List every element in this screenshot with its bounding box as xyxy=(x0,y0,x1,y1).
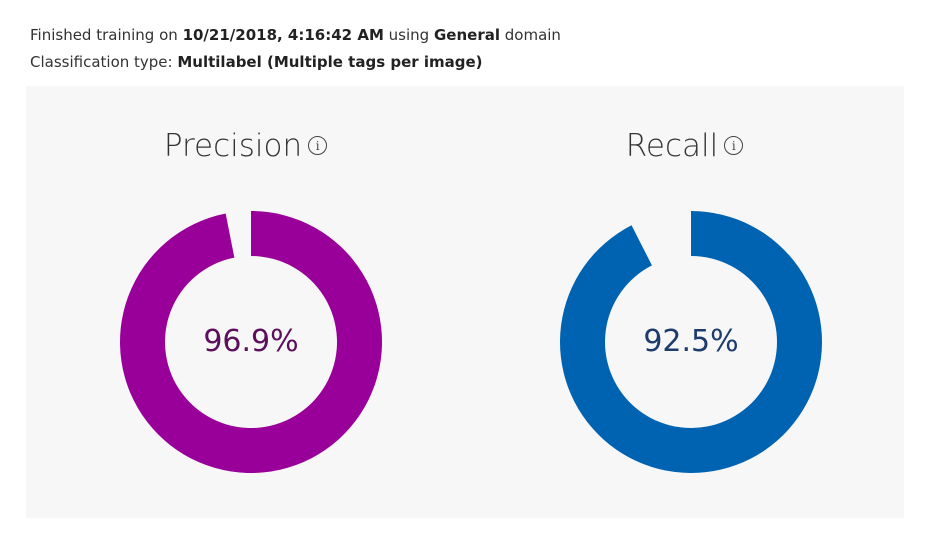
recall-donut xyxy=(560,211,822,473)
classification-value: Multilabel (Multiple tags per image) xyxy=(177,53,483,71)
precision-card: Precision i 96.9% xyxy=(26,86,465,518)
recall-title: Recall i xyxy=(465,126,904,166)
precision-donut xyxy=(120,211,382,473)
precision-value: 96.9% xyxy=(203,324,299,359)
training-suffix: domain xyxy=(504,26,561,44)
classification-label: Classification type: xyxy=(30,53,173,71)
precision-title: Precision i xyxy=(26,126,465,166)
recall-info-icon[interactable]: i xyxy=(724,136,744,155)
training-using: using xyxy=(388,26,430,44)
metrics-panel: Precision i 96.9% Recall i 92.5% xyxy=(26,86,904,518)
training-prefix: Finished training on xyxy=(30,26,178,44)
training-info-line: Finished training on 10/21/2018, 4:16:42… xyxy=(30,25,561,45)
training-domain: General xyxy=(433,26,500,44)
recall-value: 92.5% xyxy=(643,324,739,359)
precision-info-icon[interactable]: i xyxy=(308,136,328,155)
recall-card: Recall i 92.5% xyxy=(465,86,904,518)
training-datetime: 10/21/2018, 4:16:42 AM xyxy=(182,26,384,44)
recall-title-text: Recall xyxy=(625,128,719,164)
precision-title-text: Precision xyxy=(163,128,303,164)
precision-ring-arc xyxy=(120,211,382,473)
classification-info-line: Classification type: Multilabel (Multipl… xyxy=(30,52,483,72)
recall-ring-arc xyxy=(560,211,822,473)
